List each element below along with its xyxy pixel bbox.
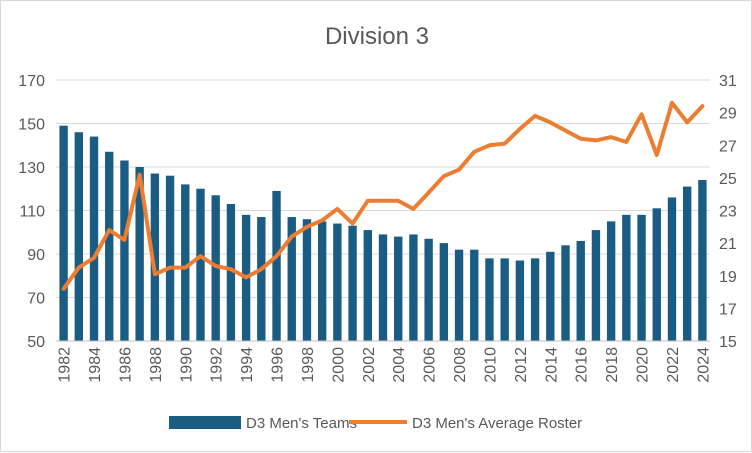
left-axis: 50 70 90 110 130 150 170 — [18, 73, 45, 351]
bar — [378, 234, 388, 341]
bar — [576, 240, 585, 341]
x-tick-label: 2022 — [665, 347, 682, 383]
line-series — [61, 100, 705, 291]
y-left-tick-label: 90 — [27, 247, 45, 264]
bar — [561, 245, 570, 341]
x-tick-label: 2020 — [635, 347, 652, 383]
y-left-tick-label: 150 — [18, 117, 45, 134]
x-tick-label: 1994 — [239, 347, 256, 383]
legend-swatch-teams — [169, 416, 241, 429]
legend-label-teams: D3 Men's Teams — [246, 415, 357, 432]
x-tick-label: 2010 — [482, 347, 499, 383]
bar — [165, 175, 175, 341]
bar — [683, 186, 692, 341]
y-left-tick-label: 110 — [19, 204, 45, 221]
y-right-tick-label: 25 — [719, 171, 737, 188]
right-axis: 15 17 19 21 23 25 27 29 31 — [719, 73, 737, 351]
y-right-tick-label: 27 — [719, 138, 737, 155]
bar — [698, 180, 707, 341]
y-left-tick-label: 130 — [18, 160, 45, 177]
bar — [515, 260, 525, 341]
bar — [89, 136, 99, 341]
y-right-tick-label: 17 — [719, 301, 737, 318]
bar — [302, 219, 312, 341]
y-right-tick-label: 15 — [719, 334, 737, 351]
y-right-tick-label: 29 — [719, 106, 737, 123]
x-tick-label: 2000 — [330, 347, 347, 383]
y-left-tick-label: 50 — [27, 334, 45, 351]
bar — [211, 195, 220, 341]
bar — [317, 221, 327, 341]
bar — [470, 249, 479, 341]
x-tick-label: 2008 — [452, 347, 469, 383]
x-tick-label: 2014 — [543, 347, 560, 383]
legend: D3 Men's Teams D3 Men's Average Roster — [169, 415, 582, 432]
bar — [530, 258, 540, 341]
x-tick-label: 1988 — [148, 347, 165, 383]
y-left-tick-label: 170 — [18, 73, 45, 90]
bar — [637, 214, 646, 341]
y-right-tick-label: 19 — [719, 269, 737, 286]
x-tick-label: 2018 — [604, 347, 621, 383]
bar — [363, 230, 372, 341]
x-tick-label: 1986 — [117, 347, 134, 383]
bar — [622, 214, 631, 341]
bar-series — [59, 125, 707, 341]
bar — [74, 132, 83, 341]
bar — [546, 251, 555, 341]
bar — [105, 151, 114, 341]
bar — [591, 230, 601, 341]
bar — [500, 258, 509, 341]
x-tick-label: 2004 — [391, 347, 408, 383]
x-tick-label: 2024 — [695, 347, 712, 383]
y-right-tick-label: 21 — [719, 236, 737, 253]
bar — [120, 160, 129, 341]
x-tick-label: 1998 — [300, 347, 317, 383]
x-tick-label: 2006 — [422, 347, 439, 383]
y-right-tick-label: 31 — [719, 73, 737, 90]
bar — [150, 173, 160, 341]
x-tick-label: 2012 — [513, 347, 530, 383]
bar — [424, 238, 433, 341]
bar — [181, 184, 190, 341]
bar — [652, 208, 661, 341]
y-left-tick-label: 70 — [27, 291, 45, 308]
bar — [333, 223, 342, 341]
x-tick-label: 1984 — [87, 347, 104, 383]
bar — [287, 217, 296, 341]
x-tick-label: 1990 — [178, 347, 195, 383]
bar — [394, 236, 403, 341]
bar — [348, 225, 357, 341]
x-tick-label: 1996 — [270, 347, 287, 383]
x-tick-label: 1982 — [57, 347, 74, 383]
bar — [606, 221, 616, 341]
legend-label-roster: D3 Men's Average Roster — [412, 415, 582, 432]
bar — [272, 190, 281, 341]
chart-title: Division 3 — [325, 23, 429, 50]
roster-line — [61, 100, 705, 291]
bar — [439, 243, 449, 341]
x-tick-label: 1992 — [209, 347, 226, 383]
x-tick-label: 2002 — [361, 347, 378, 383]
bar — [135, 167, 144, 341]
bar — [454, 249, 464, 341]
bar — [257, 217, 266, 341]
bar — [226, 203, 236, 341]
bar — [409, 234, 418, 341]
bar — [59, 125, 68, 341]
bar — [485, 258, 494, 341]
y-right-tick-label: 23 — [719, 204, 737, 221]
bar — [667, 197, 677, 341]
x-tick-label: 2016 — [574, 347, 591, 383]
x-axis: 1982 1984 1986 1988 1990 1992 1994 1996 1998 2000… — [56, 340, 712, 383]
bar — [196, 188, 205, 341]
